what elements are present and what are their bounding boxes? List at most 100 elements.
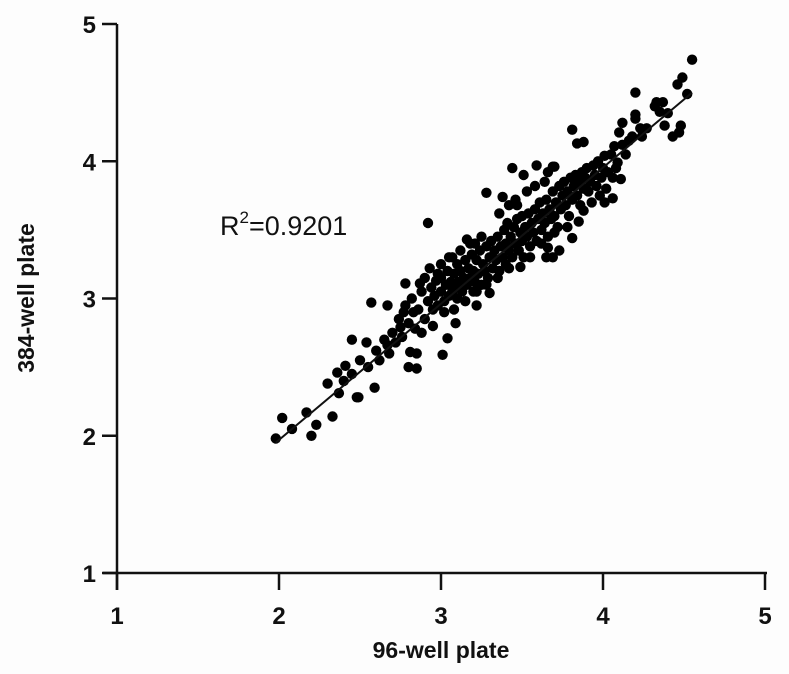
data-point: [563, 210, 575, 222]
data-point: [602, 167, 614, 178]
regression-line: [275, 91, 693, 444]
data-point: [471, 300, 482, 311]
data-point: [306, 430, 317, 441]
data-point: [442, 333, 453, 344]
data-point: [460, 296, 471, 307]
data-point: [503, 263, 515, 274]
data-point: [562, 221, 573, 233]
data-point: [361, 337, 372, 348]
data-point: [573, 216, 584, 227]
data-point: [518, 169, 529, 181]
data-point: [492, 272, 503, 284]
data-point: [615, 173, 626, 185]
data-point: [609, 141, 620, 152]
data-point: [641, 123, 652, 134]
data-point: [403, 361, 414, 373]
data-point: [657, 97, 669, 108]
data-point: [578, 136, 589, 148]
data-point: [549, 227, 560, 238]
data-point: [332, 367, 343, 378]
data-point: [654, 106, 665, 118]
data-point: [623, 135, 635, 146]
r-squared-annotation: R2=0.9201: [220, 208, 347, 241]
data-point: [327, 411, 338, 422]
y-tick-label: 4: [83, 149, 97, 176]
data-point: [610, 162, 622, 174]
data-point: [419, 313, 430, 325]
data-point: [586, 197, 597, 208]
data-point: [411, 363, 422, 374]
data-point: [384, 348, 395, 359]
data-point: [393, 313, 405, 325]
data-point: [411, 348, 422, 359]
data-point: [382, 300, 393, 311]
data-point: [481, 279, 492, 290]
data-point: [539, 176, 550, 187]
data-point: [311, 419, 322, 430]
data-point: [686, 54, 698, 65]
y-tick-label: 2: [83, 424, 96, 451]
y-tick-label: 5: [83, 12, 96, 39]
data-point: [494, 208, 505, 219]
data-point: [450, 318, 461, 329]
data-point: [419, 272, 430, 284]
data-point: [400, 300, 411, 311]
y-tick-label: 3: [83, 287, 96, 314]
data-point: [476, 231, 487, 242]
data-point: [529, 180, 541, 192]
data-point: [554, 245, 565, 256]
data-point: [599, 197, 610, 208]
data-point: [422, 217, 434, 229]
data-point: [521, 186, 533, 197]
data-point: [481, 187, 492, 198]
data-point: [682, 88, 693, 100]
data-point: [432, 268, 443, 279]
data-point: [424, 263, 435, 274]
x-axis: 1 2 3 4 5: [103, 571, 772, 630]
data-point: [507, 162, 518, 174]
data-point: [536, 238, 547, 249]
data-point: [524, 252, 536, 263]
data-point: [581, 162, 592, 174]
data-points: [270, 54, 698, 444]
data-point: [379, 334, 390, 345]
data-point: [667, 131, 678, 142]
data-point: [322, 378, 333, 389]
data-point: [471, 286, 482, 297]
data-point: [455, 245, 466, 256]
data-point: [484, 287, 495, 299]
x-tick-label: 1: [110, 603, 123, 630]
data-point: [437, 349, 448, 360]
data-point: [605, 149, 617, 160]
data-point: [354, 355, 366, 366]
data-point: [413, 304, 424, 315]
data-point: [362, 361, 374, 373]
x-tick-label: 5: [758, 603, 771, 630]
data-point: [439, 307, 450, 318]
data-point: [677, 72, 688, 83]
data-point: [366, 297, 377, 308]
data-point: [583, 186, 594, 197]
data-point: [435, 259, 447, 270]
data-point: [549, 210, 560, 222]
data-point: [531, 160, 542, 171]
data-point: [617, 117, 628, 128]
data-point: [346, 334, 358, 345]
data-point: [443, 252, 455, 263]
data-point: [575, 200, 586, 211]
data-point: [630, 113, 641, 124]
data-point: [567, 232, 578, 244]
data-point: [515, 261, 526, 273]
data-point: [400, 278, 411, 289]
data-point: [507, 252, 518, 263]
data-point: [416, 286, 427, 297]
data-point: [416, 327, 427, 338]
x-tick-label: 2: [272, 603, 285, 630]
data-point: [492, 231, 503, 242]
y-axis: 1 2 3 4 5: [83, 12, 119, 590]
data-point: [591, 180, 602, 192]
data-point: [542, 167, 554, 178]
data-point: [510, 194, 521, 205]
data-point: [571, 190, 583, 201]
